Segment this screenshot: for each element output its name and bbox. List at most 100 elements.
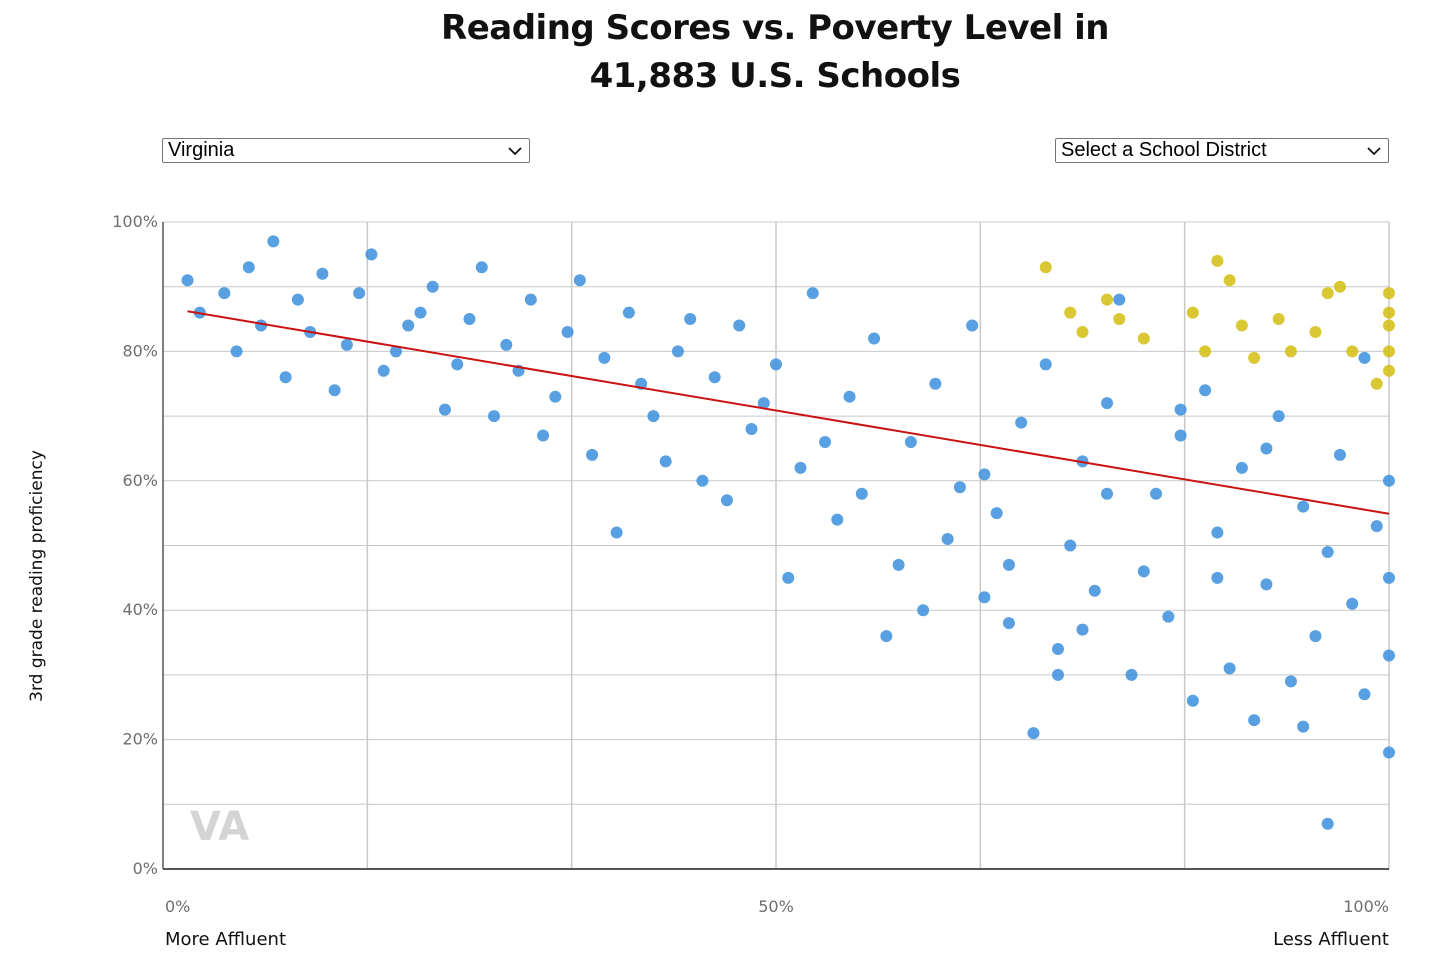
school-point [1383, 474, 1395, 487]
school-point [1137, 332, 1150, 345]
school-point [365, 248, 378, 261]
school-point [340, 338, 353, 351]
school-point [720, 494, 733, 507]
school-point [1150, 487, 1163, 500]
school-point [463, 313, 476, 326]
school-point [855, 487, 868, 500]
school-point [1051, 668, 1064, 681]
school-point [573, 274, 586, 287]
school-point [230, 345, 243, 358]
trend-line [187, 310, 1390, 515]
district-select[interactable]: Select a School District [1055, 138, 1389, 163]
school-point [1223, 662, 1236, 675]
school-point [647, 410, 660, 423]
state-watermark: VA [190, 804, 249, 850]
y-tick-label: 40% [122, 600, 158, 619]
school-point [389, 345, 402, 358]
x-tick-label: 50% [758, 897, 794, 916]
school-point [757, 397, 770, 410]
school-point [1211, 526, 1224, 539]
chevron-down-icon [508, 147, 522, 156]
school-point [328, 384, 341, 397]
school-point [1333, 280, 1346, 293]
school-point [1370, 377, 1383, 390]
school-point [1383, 746, 1395, 759]
school-point [806, 287, 819, 300]
school-point [1113, 313, 1126, 326]
school-point [708, 371, 721, 384]
school-point [917, 604, 930, 617]
school-point [1088, 584, 1101, 597]
school-point [1333, 448, 1346, 461]
school-point [1174, 403, 1187, 416]
school-point [414, 306, 427, 319]
school-point [978, 591, 991, 604]
school-point [819, 435, 832, 448]
school-point [1383, 364, 1395, 377]
school-point [291, 293, 304, 306]
school-point [1101, 487, 1114, 500]
x-end-label-right: Less Affluent [1273, 929, 1389, 950]
school-point [279, 371, 292, 384]
school-point [242, 261, 255, 274]
school-point [770, 358, 782, 371]
school-point [1383, 319, 1395, 332]
school-point [1309, 630, 1322, 643]
y-axis-label: 3rd grade reading proficiency [27, 450, 47, 702]
school-point [929, 377, 942, 390]
school-point [990, 507, 1003, 520]
school-point [218, 287, 231, 300]
school-point [488, 410, 501, 423]
school-point [1260, 442, 1273, 455]
school-point [377, 364, 390, 377]
school-point [438, 403, 451, 416]
school-point [1125, 668, 1138, 681]
school-point [524, 293, 537, 306]
school-point [782, 571, 795, 584]
chevron-down-icon [1367, 147, 1381, 156]
school-point [475, 261, 488, 274]
school-point [1248, 351, 1261, 364]
school-point [1015, 416, 1028, 429]
school-point [941, 533, 954, 546]
school-point [1346, 345, 1359, 358]
school-point [586, 448, 599, 461]
school-point [1211, 571, 1224, 584]
school-point [1297, 500, 1310, 513]
school-point [1186, 306, 1199, 319]
school-point [1101, 397, 1114, 410]
school-point [1064, 306, 1077, 319]
school-point [1223, 274, 1236, 287]
school-point [1235, 461, 1248, 474]
school-point [1321, 287, 1334, 300]
school-point [1199, 384, 1212, 397]
school-point [1383, 345, 1395, 358]
school-point [255, 319, 268, 332]
school-point [684, 313, 697, 326]
school-point [659, 455, 672, 468]
y-tick-label: 0% [133, 859, 158, 878]
school-point [1002, 617, 1015, 630]
school-point [1321, 817, 1334, 830]
school-point [1174, 429, 1187, 442]
tick-labels: 0% 20% 40% 60% 80% 100% 0% 50% 100% [112, 212, 1389, 916]
school-point [1321, 545, 1334, 558]
school-point [549, 390, 562, 403]
school-point [966, 319, 979, 332]
school-point [1039, 358, 1052, 371]
school-point [745, 423, 758, 436]
state-select[interactable]: Virginia [162, 138, 530, 163]
y-tick-label: 80% [122, 341, 158, 360]
school-point [1272, 410, 1285, 423]
school-point [1101, 293, 1114, 306]
y-tick-label: 20% [122, 730, 158, 749]
chart-title: Reading Scores vs. Poverty Level in 41,8… [0, 4, 1456, 100]
x-tick-label: 0% [165, 897, 190, 916]
school-point [1235, 319, 1248, 332]
school-point [561, 325, 574, 338]
school-point [1051, 643, 1064, 656]
y-tick-label: 100% [112, 212, 158, 231]
chart-title-line-1: Reading Scores vs. Poverty Level in [441, 8, 1109, 48]
school-point [598, 351, 611, 364]
